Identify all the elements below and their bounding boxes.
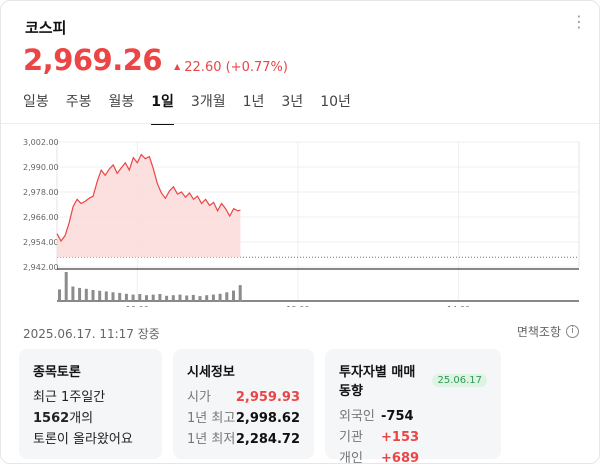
x-tick-label: 10:00	[126, 305, 149, 307]
discussion-panel[interactable]: 종목토론 최근 1주일간 1562개의 토론이 올라왔어요	[19, 349, 162, 459]
volume-bar	[138, 294, 142, 301]
timestamp: 2025.06.17. 11:17 장중	[23, 327, 160, 341]
market-info-panel[interactable]: 시세정보 시가 2,959.93 1년 최고 2,998.62 1년 최저 2,…	[173, 349, 314, 459]
investor-row-institution: 기관 +153	[339, 427, 487, 448]
institution-label: 기관	[339, 430, 363, 445]
year-high-label: 1년 최고	[187, 411, 236, 426]
volume-bar	[145, 295, 148, 301]
tab-1day[interactable]: 1일	[151, 91, 174, 125]
individual-value: +689	[381, 451, 420, 464]
foreign-label: 외국인	[339, 409, 375, 424]
current-price: 2,969.26	[23, 43, 163, 77]
tab-1year[interactable]: 1년	[242, 94, 265, 110]
period-tabs: 일봉 주봉 월봉 1일 3개월 1년 3년 10년	[23, 91, 368, 125]
tab-10years[interactable]: 10년	[320, 94, 351, 110]
index-title[interactable]: 코스피	[25, 19, 67, 37]
y-tick-label: 2,942.00	[23, 263, 59, 272]
y-tick-label: 2,978.00	[23, 188, 59, 197]
discussion-line2: 1562개의	[33, 408, 148, 429]
foreign-value: -754	[381, 409, 414, 424]
volume-bar	[151, 294, 155, 301]
year-low-value: 2,284.72	[235, 432, 300, 447]
volume-bar	[178, 294, 182, 301]
y-tick-label: 2,990.00	[23, 163, 59, 172]
discussion-line3: 토론이 올라왔어요	[33, 432, 133, 447]
discussion-title: 종목토론	[33, 365, 81, 380]
volume-bar	[218, 293, 222, 302]
volume-bar	[232, 290, 235, 301]
year-low-label: 1년 최저	[187, 432, 236, 447]
price-area	[57, 154, 241, 258]
discussion-line1: 최근 1주일간	[33, 390, 106, 405]
investor-trend-title-row: 투자자별 매매동향 25.06.17	[339, 361, 487, 399]
disclaimer-link[interactable]: 면책조항 i	[517, 323, 579, 340]
change-value: 22.60 (+0.77%)	[184, 60, 288, 75]
volume-bar	[238, 285, 242, 302]
market-row-open: 시가 2,959.93	[187, 387, 300, 408]
date-badge: 25.06.17	[432, 373, 487, 387]
volume-bar	[185, 295, 189, 301]
more-vertical-icon[interactable]: ⋮	[571, 12, 587, 31]
y-tick-label: 3,002.00	[23, 138, 59, 147]
volume-bar	[64, 272, 68, 301]
volume-bar	[171, 295, 175, 301]
volume-bar	[104, 291, 108, 301]
discussion-text: 최근 1주일간 1562개의 토론이 올라왔어요	[33, 387, 148, 450]
disclaimer-label: 면책조항	[516, 325, 561, 339]
volume-bar	[165, 295, 169, 301]
investor-row-individual: 개인 +689	[339, 448, 487, 464]
tab-divider	[1, 123, 599, 124]
price-line	[56, 153, 241, 243]
volume-bar	[191, 294, 195, 301]
volume-bar	[205, 295, 209, 301]
institution-value: +153	[381, 430, 420, 445]
x-tick-label: 14:00	[447, 305, 470, 307]
volume-bar	[118, 292, 122, 301]
volume-bar	[131, 294, 135, 301]
market-row-year-high: 1년 최고 2,998.62	[187, 408, 300, 429]
investor-row-foreign: 외국인 -754	[339, 406, 487, 427]
info-icon: i	[566, 325, 579, 338]
open-label: 시가	[187, 390, 211, 405]
market-info-title: 시세정보	[187, 365, 235, 380]
volume-bar	[58, 289, 61, 301]
volume-bar	[98, 290, 102, 301]
investor-trend-panel[interactable]: 투자자별 매매동향 25.06.17 외국인 -754 기관 +153 개인 +…	[325, 349, 501, 463]
y-tick-label: 2,954.00	[23, 238, 59, 247]
tab-3years[interactable]: 3년	[281, 94, 304, 110]
price-row: 2,969.26 ▲ 22.60 (+0.77%)	[23, 43, 288, 77]
volume-bar	[198, 296, 202, 301]
arrow-up-icon: ▲	[174, 62, 181, 71]
volume-bar	[111, 292, 115, 301]
market-row-year-low: 1년 최저 2,284.72	[187, 429, 300, 450]
volume-bar	[78, 287, 82, 301]
tab-3months[interactable]: 3개월	[190, 94, 226, 110]
volume-bar	[225, 292, 229, 301]
volume-bar	[158, 294, 162, 301]
tab-daily[interactable]: 일봉	[23, 94, 49, 110]
y-tick-label: 2,966.00	[23, 213, 59, 222]
price-change: ▲ 22.60 (+0.77%)	[174, 60, 288, 75]
tab-monthly[interactable]: 월봉	[108, 94, 135, 110]
volume-bar	[84, 288, 88, 301]
investor-trend-title: 투자자별 매매동향	[339, 365, 416, 399]
volume-bar	[71, 286, 75, 301]
volume-bar	[91, 290, 95, 301]
discussion-count: 1562	[33, 411, 70, 426]
individual-label: 개인	[339, 451, 363, 464]
tab-weekly[interactable]: 주봉	[65, 94, 92, 110]
open-value: 2,959.93	[235, 390, 300, 405]
price-chart[interactable]: 3,002.00 2,990.00 2,978.00 2,966.00 2,954.00…	[1, 129, 600, 307]
volume-bar	[211, 294, 215, 301]
discussion-count-suffix: 개의	[69, 411, 94, 426]
volume-bar	[124, 293, 128, 302]
year-high-value: 2,998.62	[235, 411, 300, 426]
x-tick-label: 12:00	[286, 305, 309, 307]
